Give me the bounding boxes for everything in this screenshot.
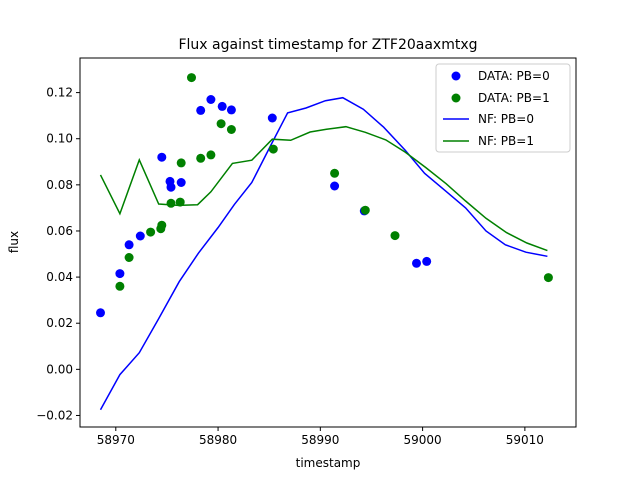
data-point-data-pb-1	[146, 227, 156, 237]
data-point-data-pb-1	[166, 198, 176, 208]
data-point-data-pb-1	[115, 281, 125, 291]
legend-marker-data-pb0	[451, 71, 461, 81]
data-point-data-pb-0	[330, 181, 340, 191]
legend-frame	[435, 63, 571, 153]
x-tick-label: 58980	[199, 433, 237, 447]
data-point-data-pb-0	[267, 113, 277, 123]
data-point-data-pb-0	[206, 95, 216, 104]
data-point-data-pb-1	[330, 168, 340, 178]
data-point-data-pb-1	[360, 205, 370, 215]
data-point-data-pb-0	[226, 105, 236, 115]
data-point-data-pb-1	[268, 144, 278, 154]
data-point-data-pb-1	[226, 125, 236, 134]
legend: DATA: PB=0 DATA: PB=1 NF: PB=0 NF: PB=1	[435, 63, 571, 153]
y-tick-label: 0.08	[46, 178, 73, 192]
data-point-data-pb-1	[175, 197, 185, 207]
y-axis-label: flux	[7, 231, 21, 253]
data-point-data-pb-1	[196, 153, 206, 163]
data-point-data-pb-0	[135, 231, 145, 241]
legend-label-data-pb0: DATA: PB=0	[478, 69, 550, 83]
x-tick-label: 58990	[301, 433, 339, 447]
data-point-data-pb-0	[176, 178, 186, 187]
data-point-data-pb-1	[187, 73, 196, 83]
data-point-data-pb-1	[157, 220, 167, 230]
data-point-data-pb-1	[176, 158, 186, 168]
data-point-data-pb-0	[124, 240, 134, 250]
y-axis-ticks: −0.02 0.00 0.02 0.04 0.06 0.08 0.10 0.12	[36, 86, 80, 422]
x-tick-label: 58970	[97, 433, 135, 447]
chart-title: Flux against timestamp for ZTF20aaxmtxg	[178, 37, 477, 53]
x-tick-label: 59010	[506, 433, 544, 447]
data-point-data-pb-0	[196, 105, 206, 115]
data-point-data-pb-0	[166, 182, 176, 192]
data-point-data-pb-0	[157, 152, 167, 162]
series-line-nf-pb-0	[99, 96, 548, 411]
axes-frame	[79, 57, 577, 428]
y-tick-label: −0.02	[36, 408, 73, 422]
y-tick-label: 0.02	[46, 316, 73, 330]
data-point-data-pb-0	[422, 256, 432, 266]
data-point-data-pb-0	[96, 308, 105, 318]
x-tick-label: 59000	[404, 433, 442, 447]
y-tick-label: 0.12	[46, 86, 73, 100]
x-axis-label: timestamp	[296, 456, 361, 470]
data-point-data-pb-1	[124, 253, 134, 262]
legend-label-nf-pb0: NF: PB=0	[478, 112, 534, 126]
data-point-data-pb-1	[390, 231, 400, 241]
y-tick-label: 0.00	[46, 362, 73, 376]
y-tick-label: 0.06	[46, 224, 73, 238]
plot-area	[96, 73, 553, 411]
data-point-data-pb-0	[217, 101, 227, 111]
data-point-data-pb-0	[115, 269, 125, 279]
data-point-data-pb-1	[216, 119, 226, 129]
x-axis-ticks: 58970 58980 58990 59000 59010	[97, 427, 544, 447]
data-point-data-pb-1	[543, 273, 553, 283]
legend-marker-data-pb1	[451, 93, 461, 103]
data-point-data-pb-0	[412, 258, 421, 268]
data-point-data-pb-1	[206, 150, 216, 160]
legend-label-nf-pb1: NF: PB=1	[478, 134, 534, 148]
legend-label-data-pb1: DATA: PB=1	[478, 91, 550, 105]
y-tick-label: 0.04	[46, 270, 73, 284]
y-tick-label: 0.10	[46, 132, 73, 146]
